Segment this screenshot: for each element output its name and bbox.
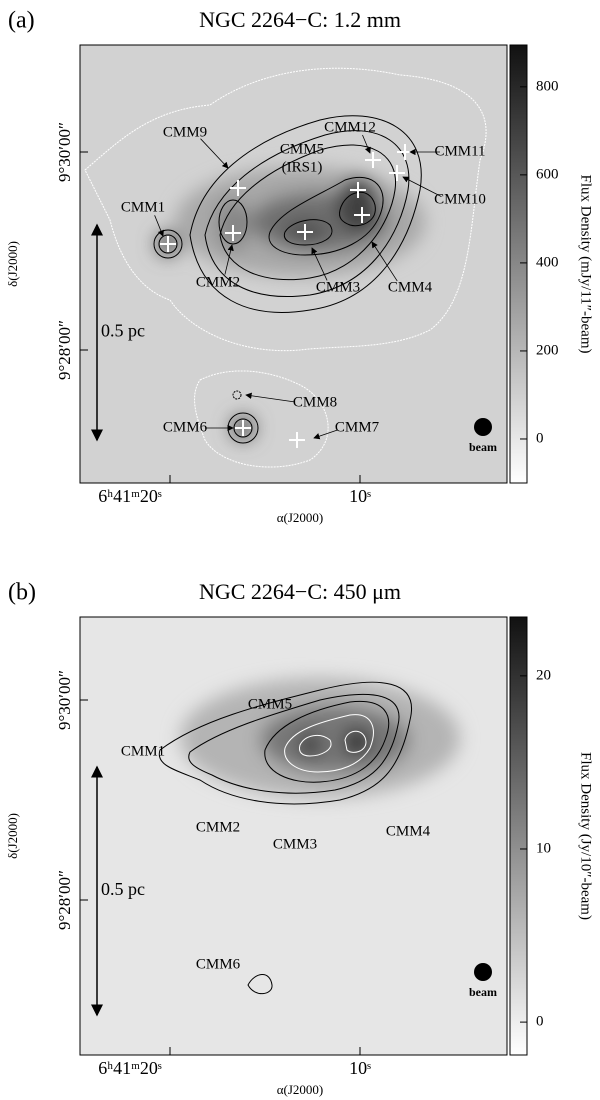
ra-tick-label: 6ʰ41ᵐ20ˢ — [98, 486, 162, 506]
source-label: CMM9 — [163, 124, 207, 140]
source-label: CMM3 — [316, 279, 360, 295]
beam — [474, 963, 492, 981]
colorbar-label: Flux Density (Jy/10″-beam) — [578, 752, 594, 920]
scale-bar-label: 0.5 pc — [101, 879, 145, 899]
source-label: CMM7 — [335, 419, 380, 435]
colorbar-tick-label: 0 — [536, 1014, 544, 1030]
x-axis-label: α(J2000) — [277, 510, 324, 525]
beam — [474, 418, 492, 436]
dec-tick-label: 9°28′00″ — [55, 870, 74, 930]
panel-label: (b) — [8, 580, 36, 606]
source-cross — [350, 182, 366, 198]
colorbar-tick-label: 0 — [536, 430, 544, 446]
y-axis-label: δ(J2000) — [5, 813, 20, 859]
panel-title: NGC 2264−C: 450 μm — [199, 579, 401, 604]
source-label: CMM6 — [163, 419, 208, 435]
frame-a — [79, 44, 508, 484]
source-cross — [365, 152, 381, 168]
source-cross — [297, 224, 313, 240]
source-cross — [230, 180, 246, 196]
scale-bar-label: 0.5 pc — [101, 321, 145, 341]
source-arrow — [154, 215, 164, 237]
source-label: CMM11 — [434, 143, 485, 159]
ra-tick-label: 10ˢ — [349, 486, 371, 506]
source-label: CMM8 — [293, 394, 337, 410]
ra-tick-label: 6ʰ41ᵐ20ˢ — [98, 1058, 162, 1078]
colorbar-tick-label: 800 — [536, 78, 559, 94]
source-label: CMM1 — [121, 199, 165, 215]
source-label: CMM2 — [196, 819, 240, 835]
panel-title: NGC 2264−C: 1.2 mm — [199, 7, 401, 32]
source-label: CMM6 — [196, 956, 241, 972]
dec-tick-label: 9°30′00″ — [55, 122, 74, 182]
source-label: CMM2 — [196, 274, 240, 290]
colorbar-tick-label: 400 — [536, 254, 559, 270]
source-label: CMM4 — [386, 823, 431, 839]
beam-label: beam — [469, 985, 497, 999]
source-arrow — [371, 241, 398, 282]
map-a — [80, 45, 507, 483]
dec-tick-label: 9°28′00″ — [55, 320, 74, 380]
colorbar-tick-label: 20 — [536, 667, 551, 683]
source-label: CMM4 — [388, 279, 433, 295]
colorbar-tick-label: 200 — [536, 342, 559, 358]
ra-tick-label: 10ˢ — [349, 1058, 371, 1078]
source-cross — [225, 225, 241, 241]
source-cross — [289, 432, 305, 448]
x-axis-label: α(J2000) — [277, 1082, 324, 1097]
source-arrow — [402, 176, 442, 197]
y-axis-label: δ(J2000) — [5, 241, 20, 287]
dec-tick-label: 9°30′00″ — [55, 670, 74, 730]
source-label: CMM3 — [273, 836, 317, 852]
source-arrow — [313, 429, 338, 440]
source-arrow — [245, 392, 296, 403]
source-arrow — [311, 247, 328, 281]
source-label: CMM5 — [248, 696, 292, 712]
source-label: CMM5 — [280, 141, 324, 157]
source-arrow — [200, 138, 229, 169]
source-cross — [160, 236, 176, 252]
colorbar-label: Flux Density (mJy/11″-beam) — [578, 174, 594, 353]
source-label: (IRS1) — [282, 159, 323, 175]
colorbar-tick-label: 600 — [536, 166, 559, 182]
beam-label: beam — [469, 440, 497, 454]
source-cross — [354, 207, 370, 223]
source-label: CMM10 — [434, 191, 486, 207]
map-b — [80, 617, 507, 1055]
source-label: CMM1 — [121, 743, 165, 759]
panel-label: (a) — [8, 8, 35, 34]
source-arrow — [224, 244, 234, 275]
colorbar-a — [509, 44, 528, 484]
frame-b — [79, 616, 508, 1056]
source-arrow — [362, 134, 371, 154]
source-cross — [389, 165, 405, 181]
source-cross — [235, 420, 251, 436]
colorbar-b — [509, 616, 528, 1056]
source-label: CMM12 — [324, 119, 376, 135]
colorbar-tick-label: 10 — [536, 840, 551, 856]
